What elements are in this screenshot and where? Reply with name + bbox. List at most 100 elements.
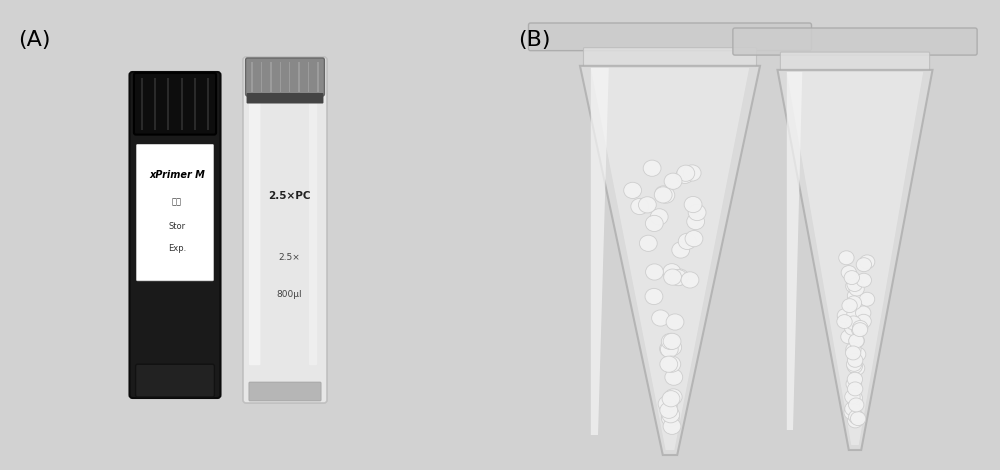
Ellipse shape [847,391,862,405]
Ellipse shape [849,282,864,296]
Text: Stor: Stor [168,221,186,231]
Ellipse shape [662,391,680,407]
Ellipse shape [672,242,690,258]
Ellipse shape [847,307,862,321]
Polygon shape [167,78,169,130]
Ellipse shape [841,330,856,344]
Text: (B): (B) [518,30,550,50]
Ellipse shape [645,289,663,305]
Ellipse shape [846,377,861,391]
Ellipse shape [650,209,668,225]
Ellipse shape [683,165,701,181]
Ellipse shape [677,165,695,181]
Ellipse shape [837,314,852,329]
Polygon shape [308,62,309,92]
Polygon shape [778,70,932,450]
Ellipse shape [645,215,663,232]
Ellipse shape [849,410,864,424]
Ellipse shape [846,357,862,371]
Polygon shape [194,78,196,130]
Ellipse shape [654,187,672,203]
FancyBboxPatch shape [733,28,977,55]
Ellipse shape [685,231,703,247]
Text: (A): (A) [18,30,50,50]
Ellipse shape [852,319,867,333]
Ellipse shape [844,406,859,420]
Ellipse shape [856,306,871,320]
FancyBboxPatch shape [137,144,213,281]
Ellipse shape [678,233,696,250]
Ellipse shape [662,407,680,423]
FancyBboxPatch shape [528,23,812,51]
Ellipse shape [660,402,678,418]
Ellipse shape [846,296,862,310]
Polygon shape [580,66,760,455]
FancyBboxPatch shape [136,364,214,397]
Ellipse shape [646,264,663,280]
Polygon shape [207,78,209,130]
FancyBboxPatch shape [780,52,930,71]
Ellipse shape [839,251,854,265]
Ellipse shape [847,353,863,367]
Ellipse shape [845,390,860,404]
Ellipse shape [639,235,657,251]
Ellipse shape [852,323,868,337]
Polygon shape [181,78,183,130]
Polygon shape [787,72,923,445]
Ellipse shape [842,298,857,313]
FancyBboxPatch shape [130,72,220,398]
Ellipse shape [853,321,868,335]
Ellipse shape [658,396,676,412]
Ellipse shape [676,167,694,183]
Ellipse shape [665,369,683,385]
Ellipse shape [663,418,681,434]
Ellipse shape [845,321,860,335]
FancyBboxPatch shape [249,382,321,401]
Text: 800µl: 800µl [276,290,302,299]
FancyBboxPatch shape [249,64,260,365]
Ellipse shape [663,264,681,280]
Ellipse shape [845,402,860,416]
Polygon shape [591,68,609,435]
Polygon shape [261,62,262,92]
Ellipse shape [624,182,642,198]
Ellipse shape [666,314,684,330]
Polygon shape [154,78,156,130]
Ellipse shape [859,255,875,269]
Ellipse shape [847,360,862,373]
Polygon shape [289,62,290,92]
Polygon shape [280,62,281,92]
Ellipse shape [850,347,866,361]
Ellipse shape [660,341,677,357]
Ellipse shape [655,186,673,202]
Ellipse shape [659,397,677,414]
Ellipse shape [849,361,865,375]
Ellipse shape [664,173,682,189]
Ellipse shape [846,316,861,330]
Ellipse shape [664,339,682,355]
Ellipse shape [687,213,705,230]
Ellipse shape [847,382,863,396]
Ellipse shape [652,310,669,326]
Ellipse shape [684,196,702,212]
Ellipse shape [660,356,678,372]
FancyBboxPatch shape [584,47,757,67]
Text: 批号: 批号 [172,197,182,206]
Ellipse shape [846,343,861,356]
Ellipse shape [661,410,679,426]
Polygon shape [787,72,802,430]
Ellipse shape [850,412,866,426]
Text: xPrimer M: xPrimer M [149,170,205,180]
Ellipse shape [851,322,867,337]
Ellipse shape [849,398,864,412]
Ellipse shape [849,334,864,348]
Ellipse shape [643,160,661,176]
Ellipse shape [669,269,687,286]
FancyBboxPatch shape [247,93,323,103]
Polygon shape [591,68,749,450]
Text: Exp.: Exp. [168,244,186,253]
Ellipse shape [856,273,871,287]
Ellipse shape [847,372,863,386]
Text: 2.5×PC: 2.5×PC [268,191,310,201]
Ellipse shape [841,266,857,280]
